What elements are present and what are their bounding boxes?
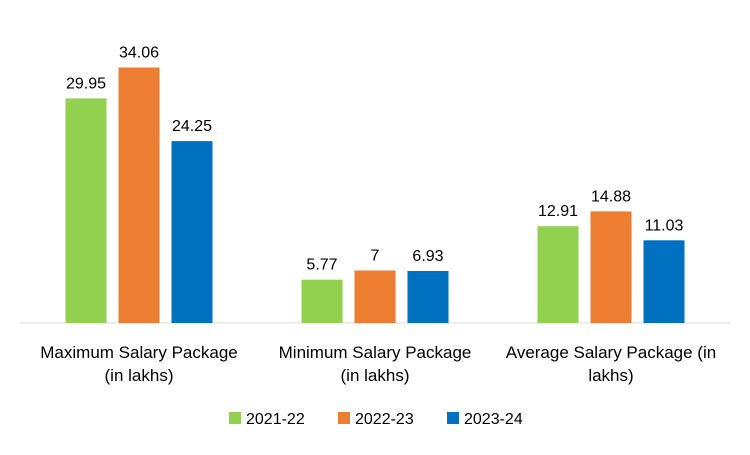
category-label-0-line1: (in lakhs) (105, 366, 174, 385)
legend-label-2023-24: 2023-24 (464, 411, 523, 428)
bar-2021-22-cat2 (537, 226, 579, 323)
bar-2021-22-cat0 (65, 98, 107, 324)
category-label-0-line0: Maximum Salary Package (40, 343, 237, 362)
bar-2023-24-cat0 (171, 141, 213, 323)
legend-swatch-2023-24 (447, 412, 459, 424)
category-label-2-line0: Average Salary Package (in (506, 343, 716, 362)
legend-swatch-2022-23 (338, 412, 350, 424)
category-label-1-line1: (in lakhs) (341, 366, 410, 385)
data-label-2021-22-cat0: 29.95 (66, 75, 106, 92)
data-label-2023-24-cat2: 11.03 (645, 217, 684, 234)
category-label-2-line1: lakhs) (588, 366, 633, 385)
bar-labels-group: 29.95 34.06 24.25 5.77 7 6.93 12.91 14.88 11.03 (66, 45, 684, 274)
bar-2022-23-cat2 (590, 211, 632, 323)
legend-label-2022-23: 2022-23 (355, 411, 414, 428)
data-label-2022-23-cat1: 7 (371, 248, 380, 265)
category-labels-group: Maximum Salary Package (in lakhs) Minimum … (40, 343, 716, 385)
data-label-2023-24-cat1: 6.93 (412, 248, 443, 265)
data-label-2021-22-cat1: 5.77 (306, 257, 337, 274)
bar-2022-23-cat0 (118, 67, 160, 323)
data-label-2022-23-cat2: 14.88 (591, 188, 631, 205)
legend-label-2021-22: 2021-22 (246, 411, 305, 428)
legend-swatch-2021-22 (229, 412, 241, 424)
category-label-1-line0: Minimum Salary Package (279, 343, 472, 362)
data-label-2022-23-cat0: 34.06 (119, 45, 159, 62)
legend: 2021-22 2022-23 2023-24 (229, 411, 523, 428)
bar-2023-24-cat2 (643, 240, 685, 323)
bars-group (65, 67, 685, 324)
bar-2023-24-cat1 (407, 271, 449, 323)
bar-2021-22-cat1 (301, 279, 343, 323)
data-label-2023-24-cat0: 24.25 (172, 118, 212, 135)
bar-2022-23-cat1 (354, 270, 396, 323)
data-label-2021-22-cat2: 12.91 (538, 203, 578, 220)
